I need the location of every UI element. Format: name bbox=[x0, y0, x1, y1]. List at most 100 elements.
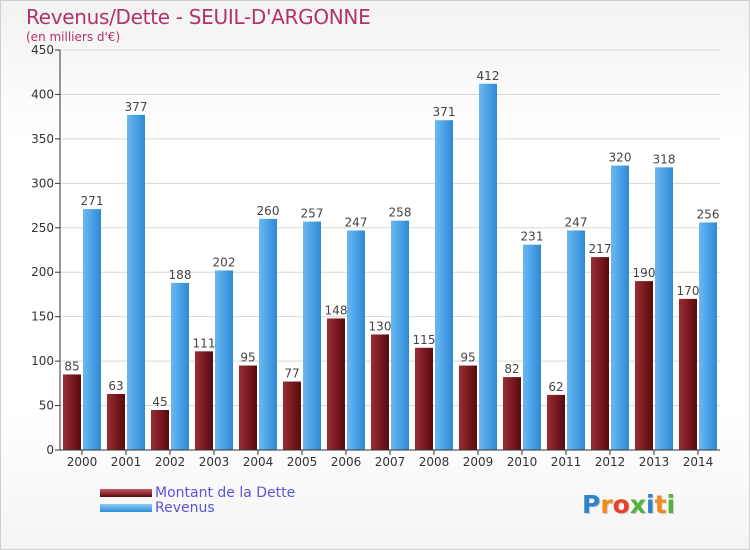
bar-revenus bbox=[391, 220, 409, 450]
bars-layer bbox=[63, 83, 717, 451]
logo-letter: P bbox=[582, 490, 601, 519]
y-tick-label: 50 bbox=[39, 399, 54, 413]
x-tick-label: 2008 bbox=[419, 455, 450, 469]
data-label-dette: 95 bbox=[240, 351, 255, 365]
chart-subtitle: (en milliers d'€) bbox=[26, 30, 121, 44]
chart-title: Revenus/Dette - SEUIL-D'ARGONNE bbox=[26, 5, 371, 29]
x-tick-label: 2002 bbox=[155, 455, 186, 469]
y-tick-label: 200 bbox=[31, 265, 54, 279]
logo-letter: x bbox=[629, 490, 646, 519]
bar-revenus bbox=[479, 83, 497, 451]
dark-red-bar-swatch-icon bbox=[100, 489, 152, 497]
bar-dette bbox=[283, 381, 301, 450]
data-label-revenus: 202 bbox=[213, 255, 236, 269]
bar-dette bbox=[239, 365, 257, 450]
data-label-dette: 95 bbox=[460, 351, 475, 365]
y-tick-label: 300 bbox=[31, 176, 54, 190]
labels-layer: 0 50 100 150 200 250 300 350 400 450 2000 85 271 2001… bbox=[31, 43, 719, 469]
bar-revenus bbox=[523, 244, 541, 450]
y-tick-label: 350 bbox=[31, 132, 54, 146]
bar-revenus bbox=[303, 221, 321, 450]
data-label-revenus: 260 bbox=[257, 204, 280, 218]
data-label-dette: 111 bbox=[193, 336, 216, 350]
x-tick-label: 2000 bbox=[67, 455, 98, 469]
bar-dette bbox=[107, 394, 125, 450]
x-tick-label: 2013 bbox=[639, 455, 670, 469]
data-label-dette: 77 bbox=[284, 367, 299, 381]
data-label-dette: 115 bbox=[413, 333, 436, 347]
data-label-revenus: 377 bbox=[125, 100, 148, 114]
bar-revenus bbox=[215, 270, 233, 450]
bar-revenus bbox=[611, 165, 629, 451]
y-tick-label: 400 bbox=[31, 87, 54, 101]
grid-lines bbox=[60, 49, 720, 451]
data-label-revenus: 247 bbox=[565, 215, 588, 229]
data-label-revenus: 256 bbox=[697, 207, 720, 221]
y-tick-label: 100 bbox=[31, 354, 54, 368]
data-label-dette: 130 bbox=[369, 319, 392, 333]
bar-dette bbox=[327, 318, 345, 450]
bar-dette bbox=[503, 377, 521, 450]
bar-revenus bbox=[259, 218, 277, 450]
bar-revenus bbox=[171, 282, 189, 450]
x-tick-label: 2007 bbox=[375, 455, 406, 469]
data-label-dette: 45 bbox=[152, 395, 167, 409]
bar-revenus bbox=[127, 114, 145, 450]
x-tick-label: 2012 bbox=[595, 455, 626, 469]
data-label-dette: 62 bbox=[548, 380, 563, 394]
data-label-revenus: 257 bbox=[301, 207, 324, 221]
x-tick-label: 2006 bbox=[331, 455, 362, 469]
logo-letter: i bbox=[666, 490, 676, 519]
legend-label-revenus: Revenus bbox=[155, 500, 215, 516]
data-label-dette: 148 bbox=[325, 303, 348, 317]
data-label-dette: 82 bbox=[504, 362, 519, 376]
bar-revenus bbox=[655, 167, 673, 451]
x-tick-label: 2014 bbox=[683, 455, 714, 469]
logo-letter: t bbox=[654, 490, 667, 519]
logo-letter: o bbox=[612, 490, 630, 519]
logo-letter: r bbox=[600, 490, 613, 519]
blue-bar-swatch-icon bbox=[100, 504, 152, 512]
data-label-dette: 170 bbox=[677, 284, 700, 298]
data-label-revenus: 271 bbox=[81, 194, 104, 208]
bar-revenus bbox=[347, 230, 365, 450]
x-tick-label: 2011 bbox=[551, 455, 582, 469]
y-tick-label: 250 bbox=[31, 221, 54, 235]
data-label-revenus: 247 bbox=[345, 215, 368, 229]
data-label-dette: 85 bbox=[64, 359, 79, 373]
data-label-dette: 190 bbox=[633, 266, 656, 280]
logo-letter: i bbox=[646, 490, 655, 519]
bar-dette bbox=[459, 365, 477, 450]
x-tick-label: 2004 bbox=[243, 455, 274, 469]
x-tick-label: 2001 bbox=[111, 455, 142, 469]
data-label-revenus: 318 bbox=[653, 152, 676, 166]
bar-dette bbox=[63, 374, 81, 450]
bar-revenus bbox=[83, 209, 101, 450]
y-tick-label: 450 bbox=[31, 43, 54, 57]
data-label-dette: 63 bbox=[108, 379, 123, 393]
data-label-revenus: 371 bbox=[433, 105, 456, 119]
x-tick-label: 2003 bbox=[199, 455, 230, 469]
bar-dette bbox=[679, 298, 697, 450]
data-label-revenus: 412 bbox=[477, 69, 500, 83]
x-tick-label: 2009 bbox=[463, 455, 494, 469]
data-label-revenus: 320 bbox=[609, 151, 632, 165]
bar-dette bbox=[195, 351, 213, 450]
legend-label-dette: Montant de la Dette bbox=[155, 485, 296, 501]
bar-dette bbox=[415, 347, 433, 450]
bar-dette bbox=[591, 257, 609, 450]
data-label-revenus: 188 bbox=[169, 268, 192, 282]
data-label-revenus: 231 bbox=[521, 230, 544, 244]
y-tick-label: 0 bbox=[46, 443, 54, 457]
y-tick-label: 150 bbox=[31, 310, 54, 324]
bar-revenus bbox=[699, 222, 717, 450]
bar-dette bbox=[635, 281, 653, 450]
data-label-dette: 217 bbox=[589, 242, 612, 256]
data-label-revenus: 258 bbox=[389, 206, 412, 220]
bar-dette bbox=[547, 394, 565, 450]
proxiti-logo: Proxiti bbox=[582, 490, 675, 519]
x-tick-label: 2010 bbox=[507, 455, 538, 469]
bar-dette bbox=[151, 410, 169, 450]
x-tick-label: 2005 bbox=[287, 455, 318, 469]
